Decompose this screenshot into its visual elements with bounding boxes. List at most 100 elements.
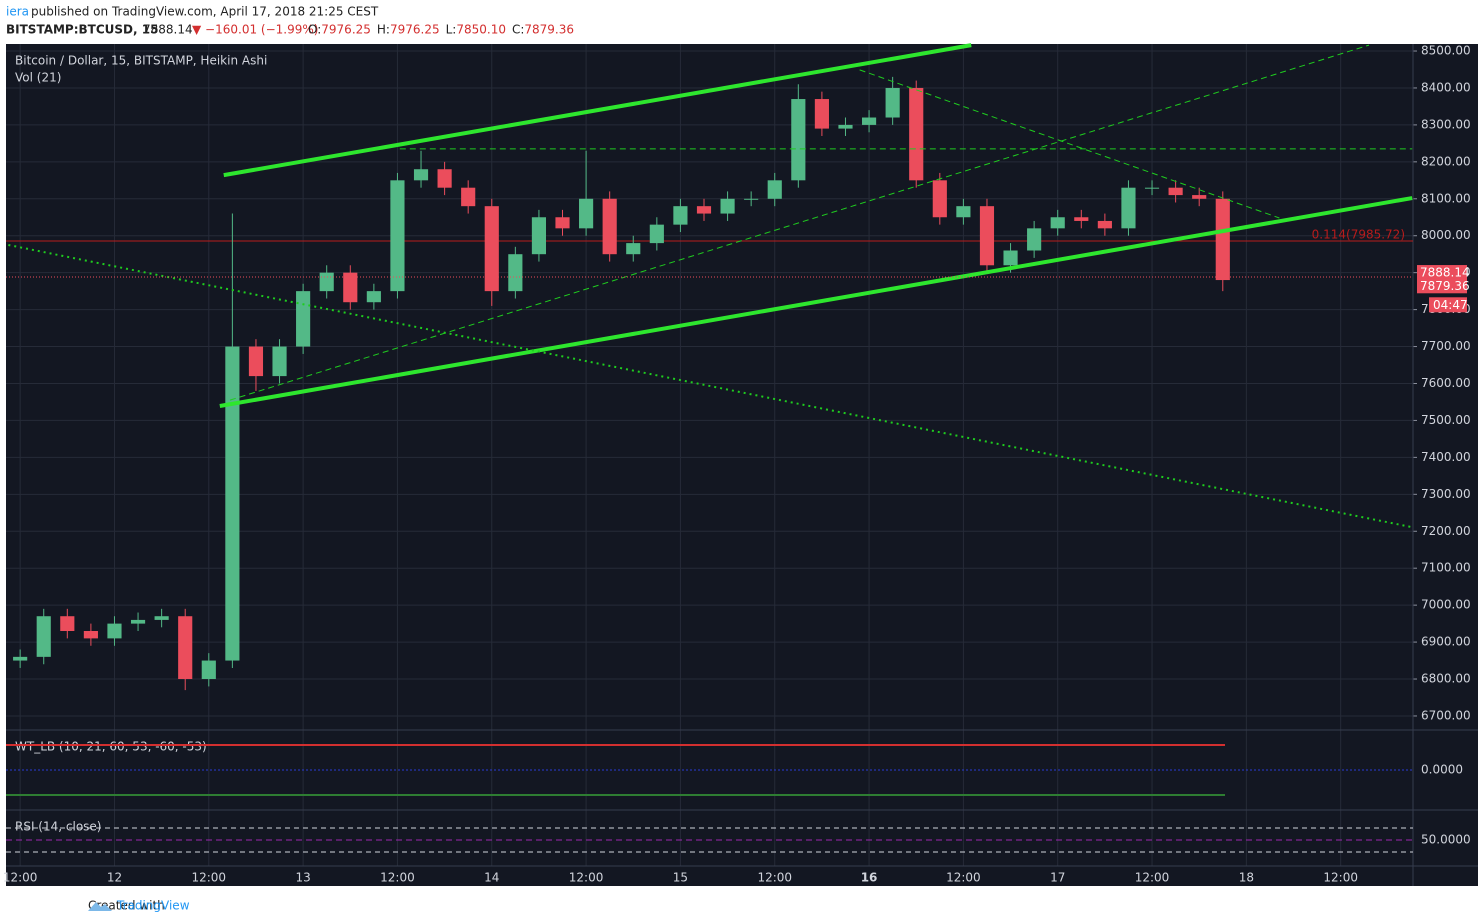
candle-body [36, 616, 51, 657]
x-tick-label: 12:00 [380, 871, 415, 885]
candle-body [838, 124, 853, 129]
y-tick-label: 8500.00 [1421, 44, 1471, 58]
candle-body [909, 87, 924, 181]
fib-label: 0.114(7985.72) [1312, 228, 1405, 242]
candle-body [461, 187, 476, 207]
candle-body [579, 198, 594, 229]
y-tick-label: 8400.00 [1421, 80, 1471, 94]
candle-body [1050, 217, 1065, 229]
candle-body [791, 99, 806, 181]
candle-body [885, 87, 900, 118]
y-tick-label: 7400.00 [1421, 450, 1471, 464]
x-tick-label: 17 [1050, 871, 1065, 885]
candle-body [1144, 187, 1160, 189]
trend-line [859, 69, 1280, 219]
indicator-level-label: 0.0000 [1421, 763, 1463, 777]
y-tick-label: 8200.00 [1421, 154, 1471, 168]
plot: 6700.00 6800.00 6900.00 7000.00 7100.00 7200.… [3, 43, 1478, 886]
y-tick-label: 7200.00 [1421, 524, 1471, 538]
candle-body [437, 169, 452, 188]
candle-body [508, 254, 523, 292]
published: published on TradingView.com, April 17, … [31, 5, 379, 19]
y-tick-label: 8300.00 [1421, 117, 1471, 131]
candle-body [248, 346, 264, 377]
candle-body [107, 623, 122, 639]
y-tick-label: 7300.00 [1421, 487, 1471, 501]
chart-subtitle: Vol (21) [15, 71, 61, 85]
change: ▼ −160.01 (−1.99%) [192, 23, 318, 37]
candle-body [1027, 228, 1042, 251]
x-tick-label: 13 [295, 871, 310, 885]
candle-body [366, 291, 381, 303]
brand-link[interactable]: TradingView [116, 899, 190, 913]
y-tick-label: 6900.00 [1421, 635, 1471, 649]
candle-body [1074, 217, 1089, 221]
trend-line [8, 243, 1413, 529]
candle-body [861, 117, 877, 125]
price-axis [1413, 44, 1478, 886]
x-tick-label: 16 [861, 871, 878, 885]
x-tick-label: 12:00 [191, 871, 226, 885]
candle-body [178, 616, 193, 680]
trend-line [223, 43, 972, 178]
candle-body [932, 180, 947, 218]
x-tick-label: 12:00 [3, 871, 38, 885]
countdown: 04:47 [1433, 298, 1468, 312]
candle-body [272, 346, 287, 377]
indicator-title: RSI (14, close) [15, 820, 101, 834]
candle-body [1097, 220, 1112, 229]
logo [88, 902, 112, 911]
x-tick-label: 18 [1239, 871, 1254, 885]
ohlc-label: L: [446, 23, 457, 37]
indicator-title: WT_LB (10, 21, 60, 53, -60, -53) [15, 740, 207, 754]
candle-body [130, 619, 146, 624]
x-tick-label: 12:00 [1323, 871, 1358, 885]
ohlc-value: 7976.25 [390, 23, 440, 37]
chart-title: Bitcoin / Dollar, 15, BITSTAMP, Heikin A… [15, 54, 267, 68]
symbol: BITSTAMP:BTCUSD, 15 [6, 23, 158, 37]
candle-body [1121, 187, 1136, 229]
trend-line [219, 196, 1413, 408]
candle-body [696, 206, 712, 214]
trend-line [229, 44, 1370, 401]
y-tick-label: 7600.00 [1421, 376, 1471, 390]
candle-body [649, 224, 664, 244]
candle-body [60, 616, 75, 631]
candle-body [225, 346, 240, 661]
x-tick-label: 12:00 [569, 871, 604, 885]
candle-body [531, 217, 547, 255]
x-tick-label: 12 [107, 871, 122, 885]
y-tick-label: 7000.00 [1421, 598, 1471, 612]
x-tick-label: 15 [673, 871, 688, 885]
candle-body [673, 206, 688, 225]
x-tick-label: 14 [484, 871, 499, 885]
candle-body [602, 198, 617, 255]
candle-body [1003, 250, 1018, 266]
x-tick-label: 12:00 [1135, 871, 1170, 885]
candle-body [390, 180, 405, 292]
y-tick-label: 6800.00 [1421, 672, 1471, 686]
y-tick-label: 7100.00 [1421, 561, 1471, 575]
ohlc-value: 7879.36 [524, 23, 574, 37]
y-tick-label: 8000.00 [1421, 228, 1471, 242]
candle-body [979, 206, 995, 266]
y-tick-label: 7700.00 [1421, 339, 1471, 353]
ohlc-label: O: [308, 23, 321, 37]
author[interactable]: iera [6, 5, 29, 19]
x-tick-label: 12:00 [757, 871, 792, 885]
candle-body [154, 616, 169, 620]
candle-body [319, 272, 334, 292]
y-tick-label: 6700.00 [1421, 708, 1471, 722]
last-price: 7888.14 [143, 23, 193, 37]
y-tick-label: 7500.00 [1421, 413, 1471, 427]
candle-body [626, 243, 641, 255]
candle-body [343, 272, 358, 303]
candle-body [814, 99, 829, 129]
y-tick-label: 8100.00 [1421, 191, 1471, 205]
price-marker-label: 7879.36 [1420, 279, 1470, 293]
candle-body [484, 206, 499, 292]
candle-body [13, 656, 28, 661]
candle-body [201, 660, 216, 680]
